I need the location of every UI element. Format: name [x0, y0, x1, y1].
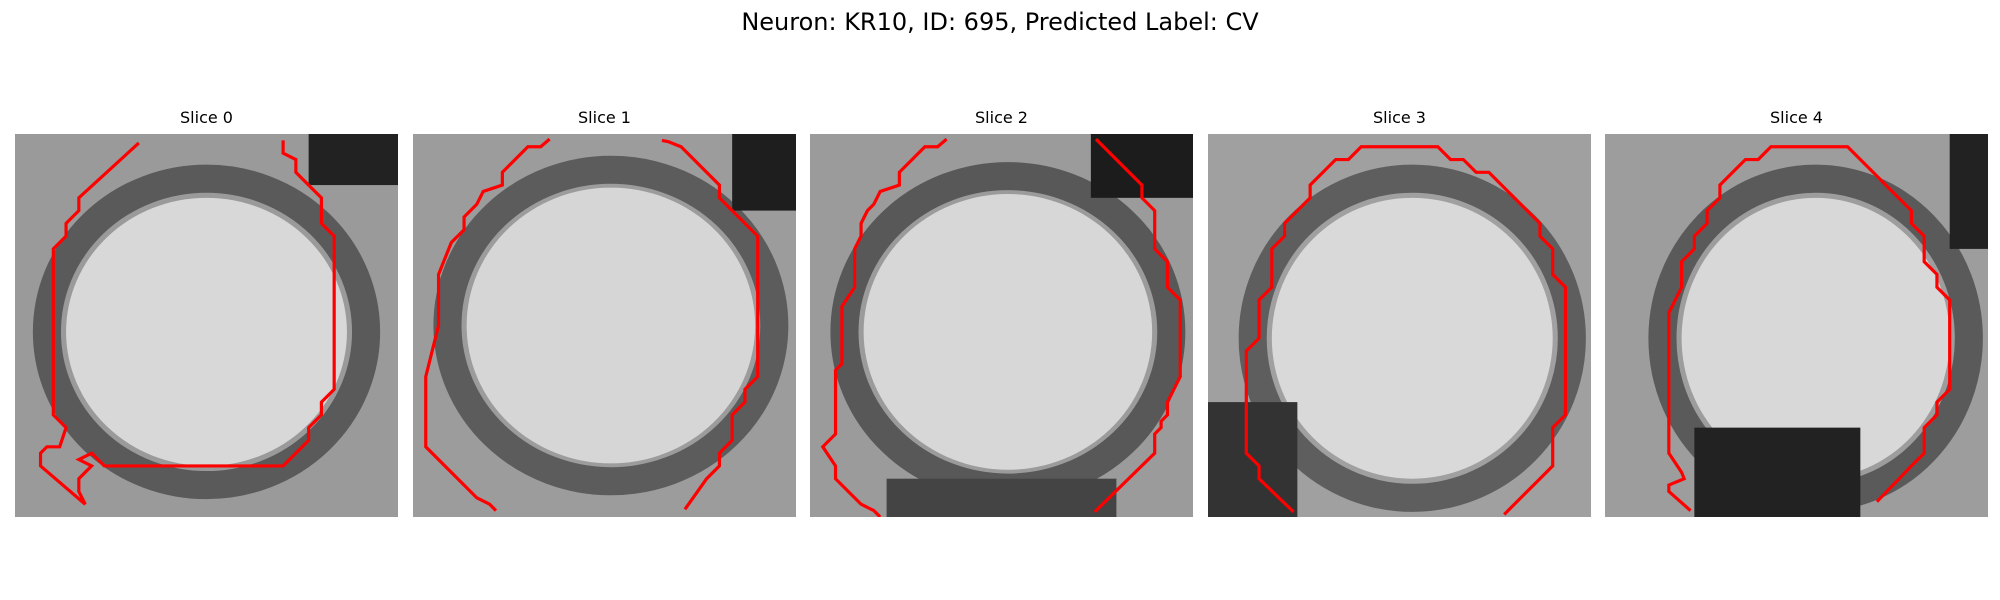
slice-title: Slice 0	[180, 108, 233, 127]
red-contour	[38, 140, 336, 506]
figure-title: Neuron: KR10, ID: 695, Predicted Label: …	[741, 8, 1259, 36]
slice-title: Slice 3	[1373, 108, 1426, 127]
slice-panel-2: Slice 2	[810, 108, 1193, 517]
cell-membrane	[1238, 164, 1586, 512]
slice-image-svg	[1208, 134, 1591, 517]
red-contour	[1244, 145, 1568, 516]
red-contour-right	[1093, 137, 1182, 514]
slice-title: Slice 1	[578, 108, 631, 127]
cell-membrane	[433, 155, 789, 496]
slice-image-3	[1208, 134, 1591, 517]
red-contour	[1667, 145, 1952, 512]
dark-bottom	[886, 478, 1117, 517]
red-contour	[820, 137, 948, 517]
slice-image-svg	[1605, 134, 1988, 517]
slice-title: Slice 2	[975, 108, 1028, 127]
cell-body	[466, 187, 756, 464]
dark-bottom	[1694, 427, 1861, 517]
slice-panel-3: Slice 3	[1208, 108, 1591, 517]
slice-panel-4: Slice 4	[1605, 108, 1988, 517]
slice-image-svg	[15, 134, 398, 517]
slice-image-4	[1605, 134, 1988, 517]
slice-image-svg	[413, 134, 796, 517]
slice-image-2	[810, 134, 1193, 517]
slice-image-1	[413, 134, 796, 517]
cell-body	[1271, 197, 1553, 479]
dark-right-upper	[1949, 134, 1988, 249]
cell-body	[1681, 197, 1950, 479]
slice-panel-1: Slice 1	[413, 108, 796, 517]
cell-body	[66, 197, 347, 466]
red-contour-right	[661, 138, 760, 511]
cell-membrane	[32, 164, 381, 500]
cell-body	[863, 194, 1153, 470]
red-contour	[424, 137, 551, 512]
dark-corner	[732, 134, 796, 211]
slice-panel-0: Slice 0	[15, 108, 398, 517]
slice-title: Slice 4	[1770, 108, 1823, 127]
dark-corner	[308, 134, 398, 186]
slice-image-0	[15, 134, 398, 517]
slice-image-svg	[810, 134, 1193, 517]
